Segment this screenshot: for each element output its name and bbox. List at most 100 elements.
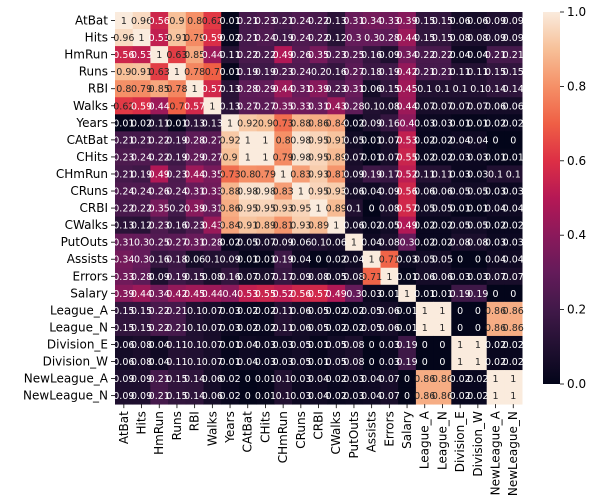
heatmap-cell: [451, 353, 470, 371]
heatmap-cell: [115, 12, 134, 30]
cell-annotation: 0.03: [255, 357, 276, 368]
cell-annotation: 0.02: [237, 323, 258, 334]
cell-annotation: 0.14: [503, 84, 524, 95]
cell-annotation: 0.34: [113, 255, 134, 266]
cell-annotation: 0.1: [276, 391, 291, 402]
heatmap-cell: [486, 250, 505, 269]
cell-annotation: 0.14: [485, 84, 506, 95]
cell-annotation: 0.17: [273, 272, 294, 283]
heatmap-cell: [274, 318, 293, 337]
cell-annotation: 0.04: [361, 187, 382, 198]
cell-annotation: 0.02: [131, 118, 152, 129]
cell-annotation: 0.02: [361, 221, 382, 232]
cell-annotation: 0.91: [326, 135, 347, 146]
cell-annotation: 0.11: [414, 169, 435, 180]
heatmap-cell: [380, 114, 399, 132]
heatmap-cell: [380, 165, 399, 183]
y-tick-label: RBI: [88, 82, 108, 96]
cell-annotation: 0.3: [346, 289, 361, 300]
cell-annotation: 0.79: [131, 84, 152, 95]
x-tick-label: Assists: [365, 411, 379, 452]
cell-annotation: 1: [439, 323, 445, 334]
cell-annotation: 0.08: [202, 272, 223, 283]
heatmap-cell: [168, 165, 187, 183]
heatmap-cell: [469, 370, 488, 388]
heatmap-cell: [274, 165, 293, 183]
heatmap-cell: [415, 335, 434, 354]
heatmap-cell: [327, 148, 346, 166]
heatmap-cell: [150, 199, 169, 217]
heatmap-cell: [238, 216, 257, 235]
cell-annotation: 0.06: [485, 101, 506, 112]
heatmap-cell: [345, 335, 364, 354]
cell-annotation: 0.27: [237, 101, 258, 112]
x-tick-label: AtBat: [117, 411, 131, 444]
heatmap-cell: [221, 353, 240, 371]
cell-annotation: 0.15: [131, 306, 152, 317]
cell-annotation: 0: [404, 391, 410, 402]
colorbar-tick-label: 0.2: [567, 303, 586, 317]
heatmap-cell: [362, 63, 381, 81]
cell-annotation: 0.05: [361, 323, 382, 334]
cell-annotation: 0.21: [149, 391, 170, 402]
cell-annotation: 0: [510, 135, 516, 146]
cell-annotation: 0.06: [326, 238, 347, 249]
cell-annotation: 0.02: [237, 306, 258, 317]
cell-annotation: 0.07: [503, 272, 524, 283]
heatmap-cell: [150, 63, 169, 81]
cell-annotation: 0.03: [396, 255, 417, 266]
cell-annotation: 0.13: [326, 16, 347, 27]
cell-annotation: 0.1: [187, 306, 202, 317]
heatmap-cell: [185, 387, 204, 405]
heatmap-cell: [469, 250, 488, 269]
heatmap-cell: [362, 318, 381, 337]
heatmap-cell: [380, 250, 399, 269]
heatmap-cell: [256, 97, 275, 115]
cell-annotation: 0.11: [219, 50, 240, 61]
cell-annotation: 0.09: [379, 50, 400, 61]
heatmap-cell: [292, 131, 311, 149]
heatmap-cell: [504, 46, 523, 64]
heatmap-cell: [203, 182, 222, 200]
cell-annotation: 0.1: [346, 204, 361, 215]
cell-annotation: 0.13: [113, 221, 134, 232]
cell-annotation: 0: [369, 204, 375, 215]
heatmap-cell: [274, 233, 293, 252]
heatmap-cell: [398, 216, 417, 235]
cell-annotation: 0: [439, 340, 445, 351]
cell-annotation: 0.04: [467, 135, 488, 146]
heatmap-cell: [327, 233, 346, 252]
heatmap-cell: [362, 148, 381, 166]
heatmap-cell: [115, 353, 134, 371]
x-tick-label: NewLeague_A: [489, 410, 503, 495]
cell-annotation: 0.02: [326, 306, 347, 317]
cell-annotation: 0.39: [184, 204, 205, 215]
heatmap-cell: [238, 165, 257, 183]
heatmap-cell: [504, 318, 523, 337]
heatmap-cell: [168, 114, 187, 132]
cell-annotation: 0.16: [219, 272, 240, 283]
heatmap-cell: [327, 267, 346, 286]
cell-annotation: 0.91: [237, 221, 258, 232]
cell-annotation: 0.24: [166, 187, 187, 198]
heatmap-cell: [415, 387, 434, 405]
cell-annotation: 0.24: [131, 187, 152, 198]
cell-annotation: 0.02: [219, 391, 240, 402]
heatmap-cell: [398, 12, 417, 30]
heatmap-cell: [185, 80, 204, 98]
heatmap-cell: [274, 267, 293, 286]
heatmap-cell: [238, 387, 257, 405]
heatmap-cell: [292, 97, 311, 115]
heatmap-cell: [150, 114, 169, 132]
cell-annotation: 0.39: [308, 84, 329, 95]
cell-annotation: 0.25: [149, 238, 170, 249]
cell-annotation: 0.02: [219, 374, 240, 385]
x-axis-ticks: AtBat Hits HmRun Runs RBI Walks Years CAtBat CHi…: [117, 404, 520, 496]
cell-annotation: 0.01: [219, 67, 240, 78]
heatmap-cell: [274, 131, 293, 149]
y-tick-label: CHits: [76, 150, 108, 164]
heatmap-cell: [345, 199, 364, 217]
heatmap-cell: [486, 370, 505, 388]
y-tick-label: League_N: [49, 320, 108, 334]
heatmap-cell: [292, 250, 311, 269]
